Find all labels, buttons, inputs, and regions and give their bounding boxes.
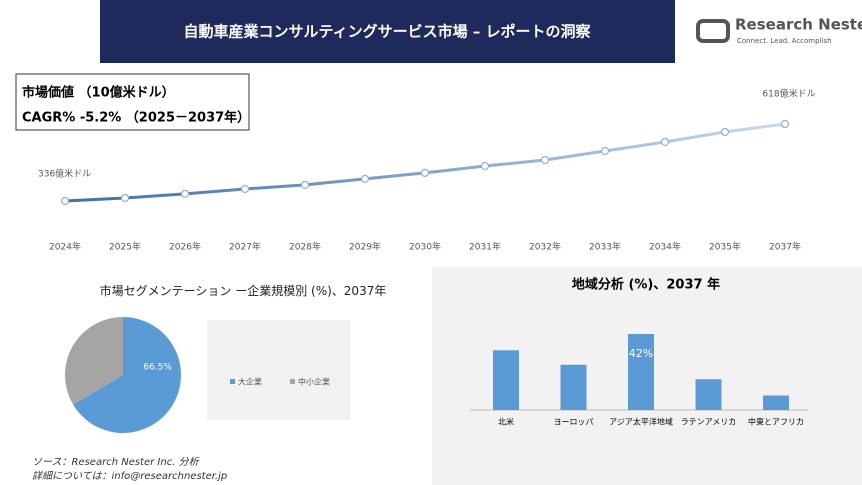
point bbox=[600, 146, 610, 156]
x-tick-label: 2027年 bbox=[229, 241, 261, 253]
x-tick-label: アジア太平洋地域 bbox=[609, 417, 673, 427]
bar bbox=[763, 395, 789, 410]
legend-swatch bbox=[230, 379, 235, 384]
pie-title: 市場セグメンテーション ー企業規模別 (%)、2037年 bbox=[99, 284, 387, 298]
logo-name: Research Nester bbox=[735, 16, 862, 34]
bar bbox=[628, 334, 654, 410]
pie-slice bbox=[64, 317, 123, 405]
x-tick-label: 2033年 bbox=[589, 241, 621, 253]
x-tick-label: ラテンアメリカ bbox=[681, 418, 737, 427]
x-tick-label: 2034年 bbox=[649, 241, 681, 253]
point bbox=[660, 137, 670, 147]
pie-slice bbox=[73, 317, 181, 434]
info-box bbox=[15, 73, 250, 131]
point bbox=[300, 180, 310, 189]
point bbox=[420, 168, 430, 177]
logo-icon bbox=[696, 19, 730, 43]
bar bbox=[560, 364, 587, 410]
x-tick-label: ヨーロッパ bbox=[554, 418, 594, 427]
x-tick-label: 北米 bbox=[498, 417, 514, 427]
point bbox=[360, 174, 370, 183]
line bbox=[64, 122, 786, 203]
point bbox=[60, 196, 70, 206]
legend-box bbox=[207, 320, 351, 420]
legend-swatch bbox=[290, 379, 295, 384]
data-label: 42% bbox=[629, 347, 653, 360]
contact: 詳細については：info@researchnester.jp bbox=[32, 470, 227, 482]
header-banner bbox=[100, 0, 675, 63]
annotation: 市場価値 （10億米ドル） bbox=[22, 85, 175, 101]
x-tick-label: 2037年 bbox=[769, 241, 801, 253]
data-label: 336億米ドル bbox=[38, 168, 91, 180]
x-tick-label: 2028年 bbox=[289, 241, 321, 253]
point bbox=[480, 161, 490, 171]
logo-tagline: Connect. Lead. Accomplish bbox=[737, 37, 832, 45]
legend-label: 大企業 bbox=[238, 377, 262, 387]
bar-title: 地域分析 (%)、2037 年 bbox=[572, 277, 720, 293]
legend-label: 中小企業 bbox=[298, 377, 330, 387]
bar bbox=[493, 350, 519, 410]
point bbox=[780, 119, 790, 129]
x-tick-label: 2025年 bbox=[109, 241, 141, 253]
x-tick-label: 2031年 bbox=[469, 241, 501, 253]
x-tick-label: 2032年 bbox=[529, 241, 561, 253]
annotation: CAGR% -5.2% （2025－2037年） bbox=[22, 110, 250, 126]
x-tick-label: 2024年 bbox=[49, 241, 81, 253]
point bbox=[720, 127, 730, 137]
point bbox=[120, 193, 130, 203]
data-label: 66.5% bbox=[143, 363, 172, 373]
point bbox=[540, 155, 550, 165]
data-label: 618億米ドル bbox=[762, 88, 815, 100]
x-tick-label: 2030年 bbox=[409, 241, 441, 253]
x-tick-label: 2035年 bbox=[709, 241, 741, 253]
point bbox=[240, 184, 250, 194]
x-tick-label: 2029年 bbox=[349, 241, 381, 253]
x-tick-label: 2026年 bbox=[169, 241, 201, 253]
header-title: 自動車産業コンサルティングサービス市場 – レポートの洞察 bbox=[183, 23, 591, 41]
x-tick-label: 中東とアフリカ bbox=[748, 417, 804, 427]
point bbox=[180, 189, 190, 199]
bar bbox=[695, 379, 722, 410]
source: ソース：Research Nester Inc. 分析 bbox=[32, 456, 200, 468]
